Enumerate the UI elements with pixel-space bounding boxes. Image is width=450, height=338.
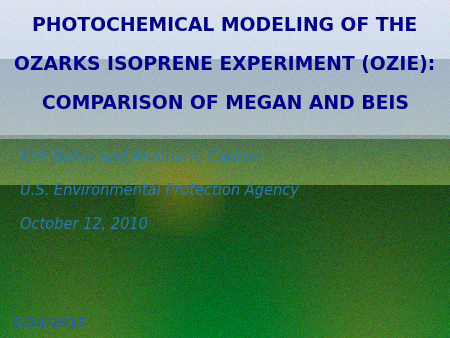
Text: COMPARISON OF MEGAN AND BEIS: COMPARISON OF MEGAN AND BEIS: [41, 94, 409, 113]
Text: U.S. Environmental Protection Agency: U.S. Environmental Protection Agency: [20, 184, 299, 198]
FancyBboxPatch shape: [0, 0, 450, 135]
Text: PHOTOCHEMICAL MODELING OF THE: PHOTOCHEMICAL MODELING OF THE: [32, 16, 418, 35]
Text: OZARKS ISOPRENE EXPERIMENT (OZIE):: OZARKS ISOPRENE EXPERIMENT (OZIE):: [14, 55, 436, 74]
Text: 5/24/2015: 5/24/2015: [14, 316, 87, 329]
Text: Kirk Baker and Annmarie Carlton: Kirk Baker and Annmarie Carlton: [20, 150, 261, 165]
Text: October 12, 2010: October 12, 2010: [20, 217, 148, 232]
